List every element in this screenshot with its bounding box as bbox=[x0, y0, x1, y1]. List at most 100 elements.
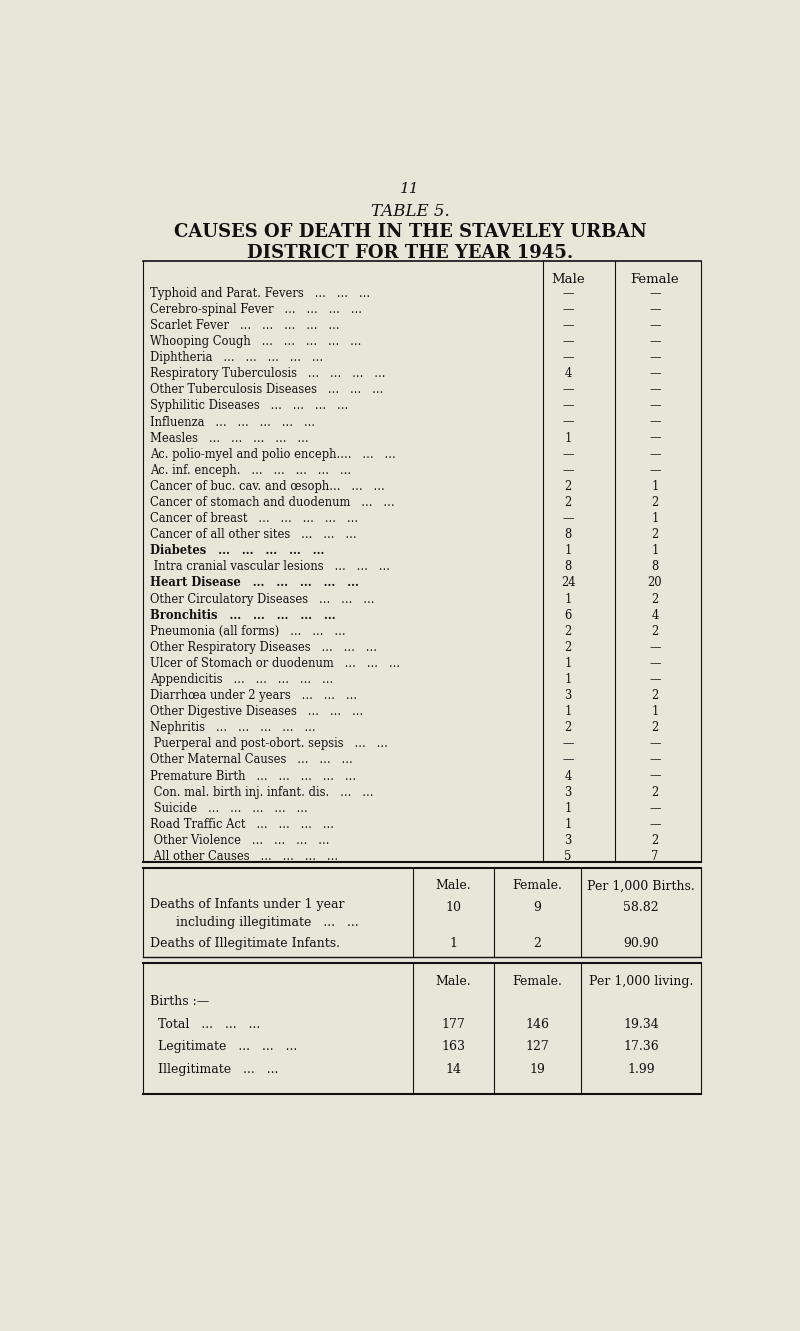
Text: Diabetes   ...   ...   ...   ...   ...: Diabetes ... ... ... ... ... bbox=[150, 544, 324, 558]
Text: 1: 1 bbox=[565, 801, 572, 815]
Text: 163: 163 bbox=[442, 1041, 466, 1053]
Text: —: — bbox=[649, 463, 661, 476]
Text: Road Traffic Act   ...   ...   ...   ...: Road Traffic Act ... ... ... ... bbox=[150, 817, 334, 831]
Text: Deaths of Infants under 1 year: Deaths of Infants under 1 year bbox=[150, 898, 344, 910]
Text: 2: 2 bbox=[651, 496, 658, 508]
Text: 3: 3 bbox=[565, 785, 572, 799]
Text: CAUSES OF DEATH IN THE STAVELEY URBAN: CAUSES OF DEATH IN THE STAVELEY URBAN bbox=[174, 224, 646, 241]
Text: Illegitimate   ...   ...: Illegitimate ... ... bbox=[150, 1063, 278, 1075]
Text: 14: 14 bbox=[446, 1063, 462, 1075]
Text: Male: Male bbox=[551, 273, 585, 286]
Text: 3: 3 bbox=[565, 689, 572, 701]
Text: —: — bbox=[649, 367, 661, 381]
Text: —: — bbox=[562, 319, 574, 331]
Text: Respiratory Tuberculosis   ...   ...   ...   ...: Respiratory Tuberculosis ... ... ... ... bbox=[150, 367, 385, 381]
Text: Whooping Cough   ...   ...   ...   ...   ...: Whooping Cough ... ... ... ... ... bbox=[150, 335, 361, 349]
Text: Intra cranial vascular lesions   ...   ...   ...: Intra cranial vascular lesions ... ... .… bbox=[150, 560, 390, 574]
Text: Legitimate   ...   ...   ...: Legitimate ... ... ... bbox=[150, 1041, 297, 1053]
Text: Pneumonia (all forms)   ...   ...   ...: Pneumonia (all forms) ... ... ... bbox=[150, 624, 346, 638]
Text: 1: 1 bbox=[565, 658, 572, 669]
Text: 2: 2 bbox=[565, 480, 572, 492]
Text: Births :—: Births :— bbox=[150, 996, 209, 1008]
Text: Appendicitis   ...   ...   ...   ...   ...: Appendicitis ... ... ... ... ... bbox=[150, 673, 333, 685]
Text: 2: 2 bbox=[565, 721, 572, 735]
Text: 6: 6 bbox=[565, 608, 572, 622]
Text: —: — bbox=[562, 383, 574, 397]
Text: —: — bbox=[649, 737, 661, 751]
Text: Ac. polio-myel and polio enceph....   ...   ...: Ac. polio-myel and polio enceph.... ... … bbox=[150, 447, 395, 461]
Text: —: — bbox=[562, 335, 574, 349]
Text: 177: 177 bbox=[442, 1018, 466, 1030]
Text: TABLE 5.: TABLE 5. bbox=[370, 202, 450, 220]
Text: 20: 20 bbox=[647, 576, 662, 590]
Text: 1: 1 bbox=[565, 544, 572, 558]
Text: —: — bbox=[649, 817, 661, 831]
Text: Other Maternal Causes   ...   ...   ...: Other Maternal Causes ... ... ... bbox=[150, 753, 352, 767]
Text: 1: 1 bbox=[565, 592, 572, 606]
Text: 1: 1 bbox=[565, 817, 572, 831]
Text: 90.90: 90.90 bbox=[623, 937, 658, 950]
Text: —: — bbox=[649, 319, 661, 331]
Text: 2: 2 bbox=[533, 937, 541, 950]
Text: 10: 10 bbox=[446, 901, 462, 913]
Text: 1.99: 1.99 bbox=[627, 1063, 654, 1075]
Text: —: — bbox=[649, 399, 661, 413]
Text: 2: 2 bbox=[651, 592, 658, 606]
Text: 17.36: 17.36 bbox=[623, 1041, 659, 1053]
Text: 1: 1 bbox=[565, 431, 572, 445]
Text: —: — bbox=[649, 640, 661, 654]
Text: 3: 3 bbox=[565, 835, 572, 847]
Text: 5: 5 bbox=[565, 851, 572, 862]
Text: —: — bbox=[562, 286, 574, 299]
Text: —: — bbox=[562, 737, 574, 751]
Text: 24: 24 bbox=[561, 576, 575, 590]
Text: 1: 1 bbox=[450, 937, 458, 950]
Text: Premature Birth   ...   ...   ...   ...   ...: Premature Birth ... ... ... ... ... bbox=[150, 769, 356, 783]
Text: —: — bbox=[649, 383, 661, 397]
Text: 1: 1 bbox=[651, 480, 658, 492]
Text: 7: 7 bbox=[651, 851, 658, 862]
Text: 127: 127 bbox=[526, 1041, 549, 1053]
Text: Per 1,000 Births.: Per 1,000 Births. bbox=[587, 880, 695, 892]
Text: —: — bbox=[649, 303, 661, 315]
Text: —: — bbox=[562, 303, 574, 315]
Text: including illegitimate   ...   ...: including illegitimate ... ... bbox=[168, 916, 359, 929]
Text: —: — bbox=[649, 658, 661, 669]
Text: 2: 2 bbox=[651, 835, 658, 847]
Text: Other Digestive Diseases   ...   ...   ...: Other Digestive Diseases ... ... ... bbox=[150, 705, 363, 719]
Text: 4: 4 bbox=[651, 608, 658, 622]
Text: Ulcer of Stomach or duodenum   ...   ...   ...: Ulcer of Stomach or duodenum ... ... ... bbox=[150, 658, 400, 669]
Text: 19: 19 bbox=[529, 1063, 545, 1075]
Text: Typhoid and Parat. Fevers   ...   ...   ...: Typhoid and Parat. Fevers ... ... ... bbox=[150, 286, 370, 299]
Text: —: — bbox=[562, 415, 574, 429]
Text: 8: 8 bbox=[565, 560, 572, 574]
Text: Male.: Male. bbox=[435, 880, 471, 892]
Text: Puerperal and post-obort. sepsis   ...   ...: Puerperal and post-obort. sepsis ... ... bbox=[150, 737, 387, 751]
Text: —: — bbox=[562, 512, 574, 524]
Text: Female.: Female. bbox=[512, 974, 562, 988]
Text: 1: 1 bbox=[651, 705, 658, 719]
Text: —: — bbox=[649, 286, 661, 299]
Text: 8: 8 bbox=[651, 560, 658, 574]
Text: 2: 2 bbox=[651, 785, 658, 799]
Text: Other Respiratory Diseases   ...   ...   ...: Other Respiratory Diseases ... ... ... bbox=[150, 640, 377, 654]
Text: —: — bbox=[649, 447, 661, 461]
Text: Ac. inf. enceph.   ...   ...   ...   ...   ...: Ac. inf. enceph. ... ... ... ... ... bbox=[150, 463, 350, 476]
Text: 19.34: 19.34 bbox=[623, 1018, 659, 1030]
Text: DISTRICT FOR THE YEAR 1945.: DISTRICT FOR THE YEAR 1945. bbox=[247, 244, 573, 262]
Text: —: — bbox=[649, 335, 661, 349]
Text: —: — bbox=[649, 769, 661, 783]
Text: —: — bbox=[649, 415, 661, 429]
Text: Male.: Male. bbox=[435, 974, 471, 988]
Text: 11: 11 bbox=[400, 182, 420, 196]
Text: Cancer of breast   ...   ...   ...   ...   ...: Cancer of breast ... ... ... ... ... bbox=[150, 512, 358, 524]
Text: Diphtheria   ...   ...   ...   ...   ...: Diphtheria ... ... ... ... ... bbox=[150, 351, 322, 365]
Text: Deaths of Illegitimate Infants.: Deaths of Illegitimate Infants. bbox=[150, 937, 340, 950]
Text: —: — bbox=[649, 431, 661, 445]
Text: 58.82: 58.82 bbox=[623, 901, 658, 913]
Text: 9: 9 bbox=[533, 901, 541, 913]
Text: Other Tuberculosis Diseases   ...   ...   ...: Other Tuberculosis Diseases ... ... ... bbox=[150, 383, 383, 397]
Text: 2: 2 bbox=[651, 689, 658, 701]
Text: Bronchitis   ...   ...   ...   ...   ...: Bronchitis ... ... ... ... ... bbox=[150, 608, 335, 622]
Text: Per 1,000 living.: Per 1,000 living. bbox=[589, 974, 693, 988]
